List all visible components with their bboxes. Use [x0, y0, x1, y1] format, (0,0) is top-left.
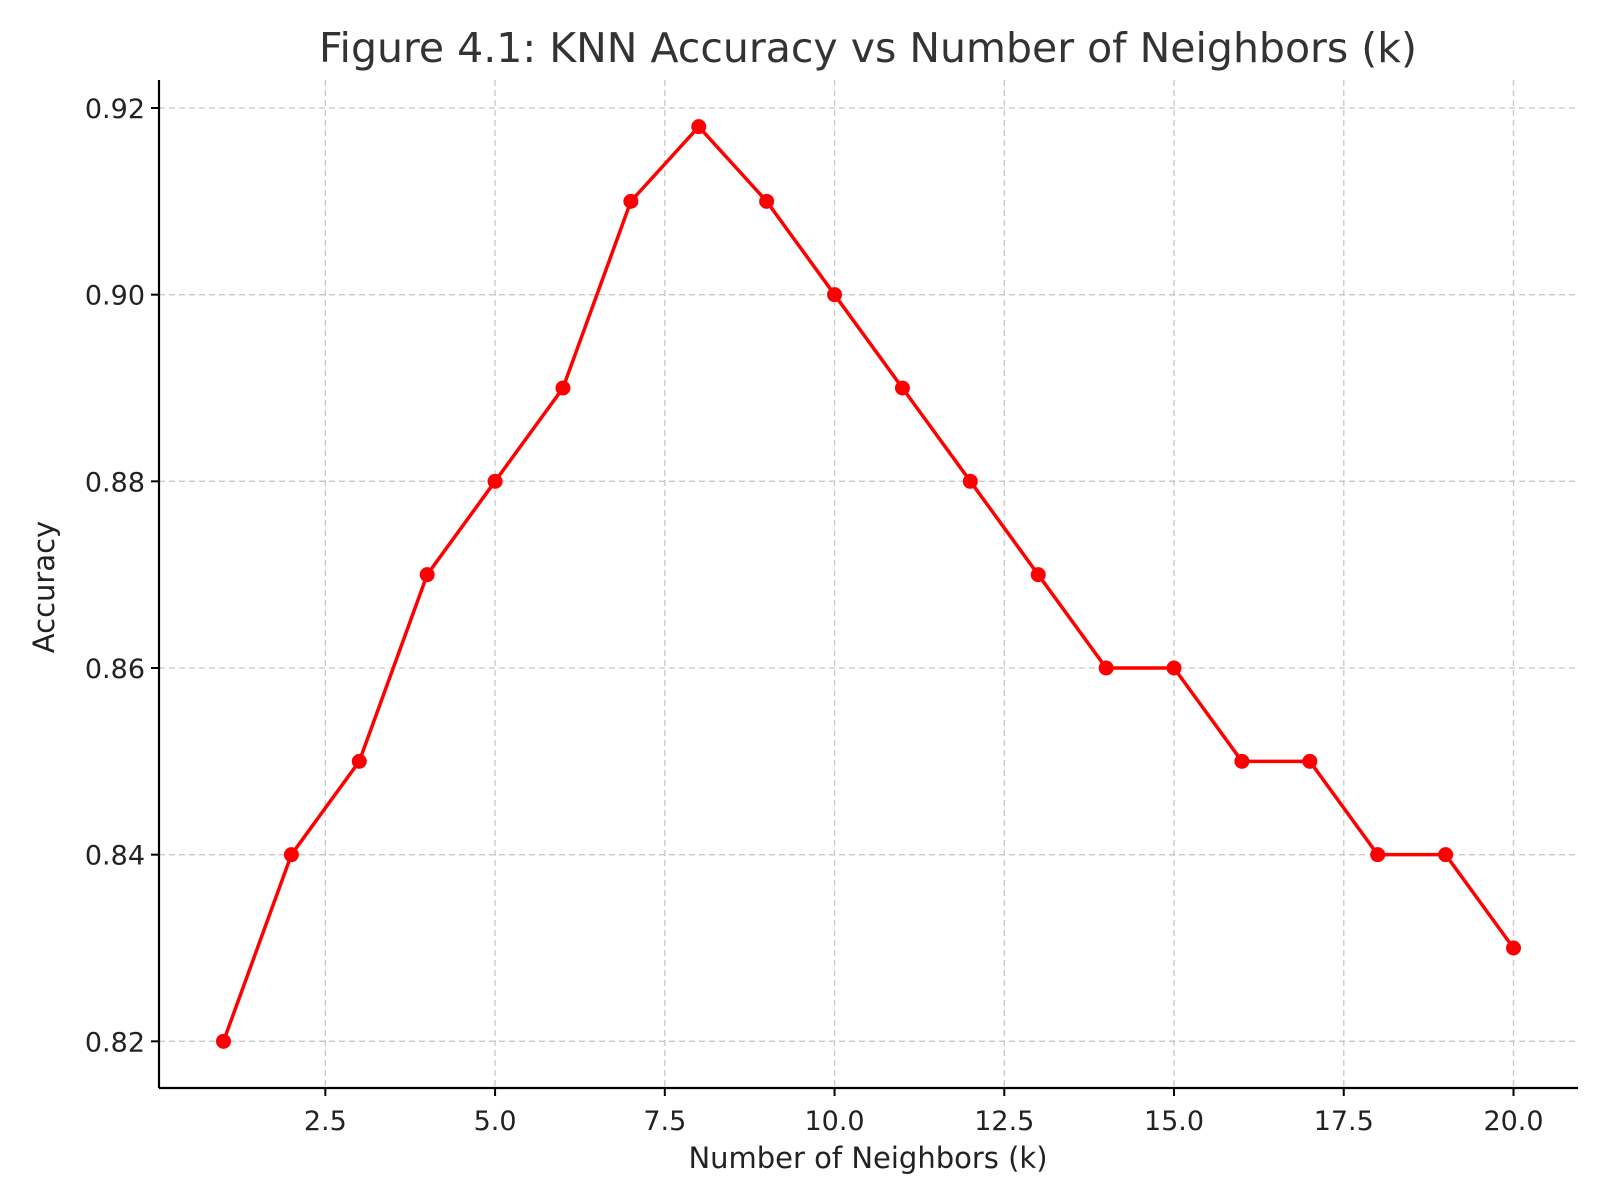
y-tick-label: 0.82	[85, 1027, 145, 1058]
grid-lines	[159, 80, 1578, 1088]
data-point	[1506, 940, 1521, 956]
tick-labels: 2.5 5.0 7.5 10.0 12.5 15.0 17.5 20.0 0.82 0.84 0.8…	[85, 94, 1544, 1137]
data-point	[1166, 660, 1182, 676]
chart-title: Figure 4.1: KNN Accuracy vs Number of Ne…	[319, 24, 1417, 72]
x-tick-label: 20.0	[1483, 1106, 1543, 1137]
series-layer	[216, 119, 1521, 1049]
y-axis-label: Accuracy	[27, 521, 61, 653]
data-point	[759, 193, 775, 209]
x-tick-label: 10.0	[804, 1106, 864, 1137]
x-tick-label: 2.5	[304, 1106, 347, 1137]
y-tick-label: 0.92	[85, 94, 145, 125]
x-tick-label: 5.0	[474, 1106, 517, 1137]
x-tick-label: 17.5	[1314, 1106, 1374, 1137]
data-point	[1370, 847, 1386, 863]
x-tick-label: 7.5	[643, 1106, 686, 1137]
x-tick-label: 12.5	[974, 1106, 1034, 1137]
data-point	[1438, 847, 1454, 863]
data-point	[1234, 753, 1250, 769]
y-tick-label: 0.88	[85, 467, 145, 498]
y-tick-label: 0.84	[85, 841, 145, 872]
axes	[151, 80, 1578, 1096]
data-point	[216, 1033, 231, 1049]
data-point	[351, 753, 367, 769]
data-point	[1302, 753, 1318, 769]
data-point	[962, 473, 978, 489]
data-point	[283, 847, 299, 863]
data-point	[1098, 660, 1114, 676]
data-point	[419, 567, 435, 583]
data-point	[827, 287, 843, 303]
data-point	[1030, 567, 1046, 583]
y-tick-label: 0.86	[85, 654, 145, 685]
data-point	[555, 380, 571, 396]
data-point	[894, 380, 910, 396]
x-tick-label: 15.0	[1144, 1106, 1204, 1137]
series-line	[221, 124, 1515, 1042]
y-tick-label: 0.90	[85, 281, 145, 312]
data-point	[487, 473, 503, 489]
data-point	[691, 119, 707, 135]
x-axis-label: Number of Neighbors (k)	[688, 1141, 1047, 1175]
data-point	[623, 193, 639, 209]
